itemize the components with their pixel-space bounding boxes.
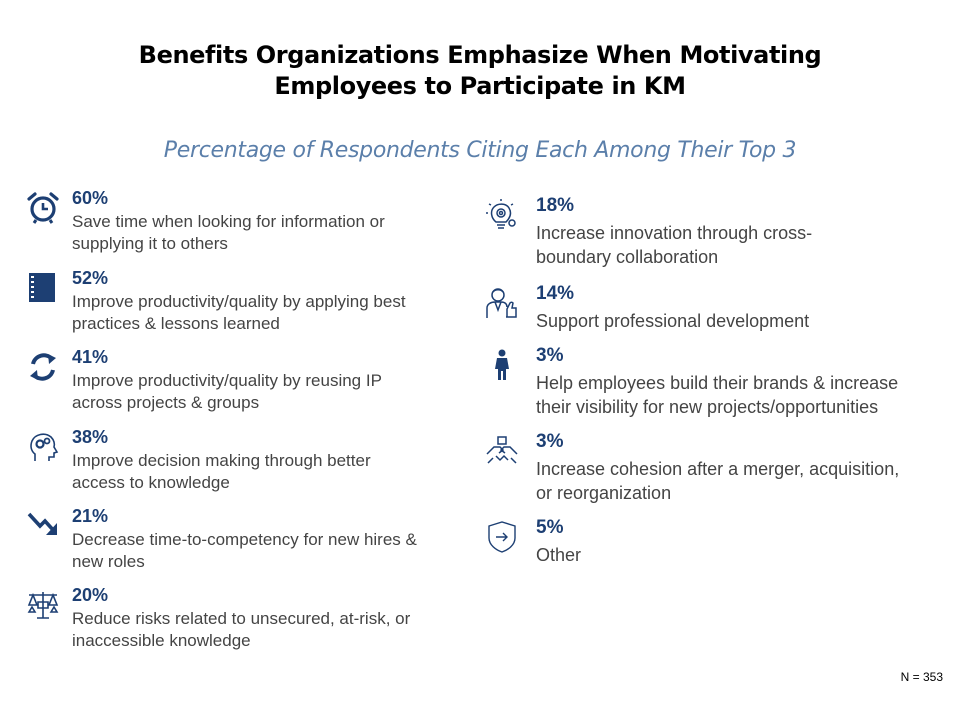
balance-scales-icon: [26, 588, 60, 622]
item-label-line: Improve productivity/quality by applying…: [72, 292, 406, 311]
item-label-line: inaccessible knowledge: [72, 631, 251, 650]
chart-subtitle: Percentage of Respondents Citing Each Am…: [163, 138, 797, 163]
recycle-arrows-icon: [26, 350, 60, 384]
person-icon: [485, 348, 519, 382]
item-value: 38%: [72, 427, 109, 447]
item-value: 14%: [536, 283, 575, 304]
item-label-line: Increase innovation through cross-: [536, 223, 813, 243]
item-label-line: Improve productivity/quality by reusing …: [72, 371, 382, 390]
item-label: Decrease time-to-competency for new hire…: [72, 529, 417, 573]
title-line-1: Benefits Organizations Emphasize When Mo…: [138, 41, 822, 69]
item-value: 3%: [536, 345, 564, 366]
item-value: 41%: [72, 347, 109, 367]
item-value: 21%: [72, 506, 109, 526]
item-label: Increase cohesion after a merger, acquis…: [536, 457, 899, 505]
item-label-line: new roles: [72, 552, 145, 571]
lightbulb-gear-icon: [485, 198, 519, 232]
item-label-line: Increase cohesion after a merger, acquis…: [536, 459, 900, 479]
item-label-line: Other: [536, 545, 582, 565]
item-label-line: Reduce risks related to unsecured, at-ri…: [72, 609, 411, 628]
item-label: Save time when looking for information o…: [72, 211, 385, 255]
item-label-line: practices & lessons learned: [72, 314, 280, 333]
item-label-line: boundary collaboration: [536, 247, 719, 267]
item-value: 3%: [536, 431, 564, 452]
head-gears-icon: [26, 430, 60, 464]
item-label: Support professional development: [536, 309, 809, 333]
trend-down-icon: [26, 509, 60, 543]
item-value: 5%: [536, 517, 564, 538]
item-label: Improve productivity/quality by reusing …: [72, 370, 382, 414]
item-label-line: Support professional development: [536, 311, 810, 331]
item-label: Increase innovation through cross- bound…: [536, 221, 812, 269]
item-value: 60%: [72, 188, 109, 208]
item-label-line: Help employees build their brands & incr…: [536, 373, 899, 393]
item-label-line: Improve decision making through better: [72, 451, 371, 470]
item-label-line: supplying it to others: [72, 234, 228, 253]
item-label-line: across projects & groups: [72, 393, 260, 412]
item-label-line: Save time when looking for information o…: [72, 212, 385, 231]
item-value: 52%: [72, 268, 109, 288]
item-label-line: or reorganization: [536, 483, 672, 503]
alarm-clock-icon: [26, 191, 60, 225]
title-line-2: Employees to Participate in KM: [274, 72, 686, 100]
item-label: Help employees build their brands & incr…: [536, 371, 898, 419]
item-label: Other: [536, 543, 581, 567]
professional-thumbs-up-icon: [485, 286, 519, 320]
item-label-line: their visibility for new projects/opport…: [536, 397, 879, 417]
notebook-icon: [26, 271, 60, 305]
sample-size-note: N = 353: [900, 670, 943, 684]
item-label: Improve productivity/quality by applying…: [72, 291, 406, 335]
item-label-line: access to knowledge: [72, 473, 230, 492]
joined-hands-icon: [485, 434, 519, 468]
chart-title: Benefits Organizations Emphasize When Mo…: [0, 40, 960, 102]
item-label: Reduce risks related to unsecured, at-ri…: [72, 608, 410, 652]
shield-arrow-icon: [485, 520, 519, 554]
item-label: Improve decision making through better a…: [72, 450, 371, 494]
item-label-line: Decrease time-to-competency for new hire…: [72, 530, 417, 549]
item-value: 20%: [72, 585, 109, 605]
item-value: 18%: [536, 195, 575, 216]
